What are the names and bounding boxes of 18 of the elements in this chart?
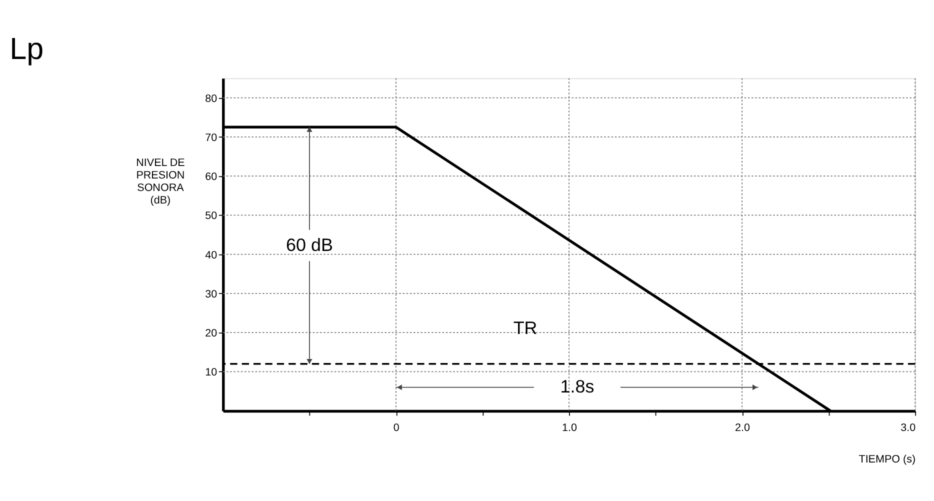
x-axis-title: TIEMPO (s) (858, 454, 916, 466)
y-tick-label: 50 (205, 210, 218, 222)
x-tick-label: 3.0 (900, 422, 916, 434)
x-tick-label: 1.0 (562, 422, 577, 434)
y-tick-label: 60 (205, 171, 218, 184)
y-tick-label: 10 (205, 366, 218, 379)
x-tick-label: 2.0 (735, 422, 750, 434)
y-tick-label: 70 (205, 132, 218, 144)
y-axis-title: NIVEL DE PRESION SONORA (dB) (136, 156, 185, 207)
y-tick-label: 30 (205, 288, 218, 300)
annotation: 60 dB (286, 234, 333, 255)
chart-title: Lp (10, 32, 44, 66)
y-tick-label: 40 (205, 249, 218, 262)
y-tick-label: 80 (205, 92, 218, 105)
y-tick-label: 20 (205, 328, 218, 340)
x-tick-label: 0 (393, 422, 400, 434)
annotation: 1.8s (560, 376, 594, 397)
annotation: TR (513, 318, 538, 338)
